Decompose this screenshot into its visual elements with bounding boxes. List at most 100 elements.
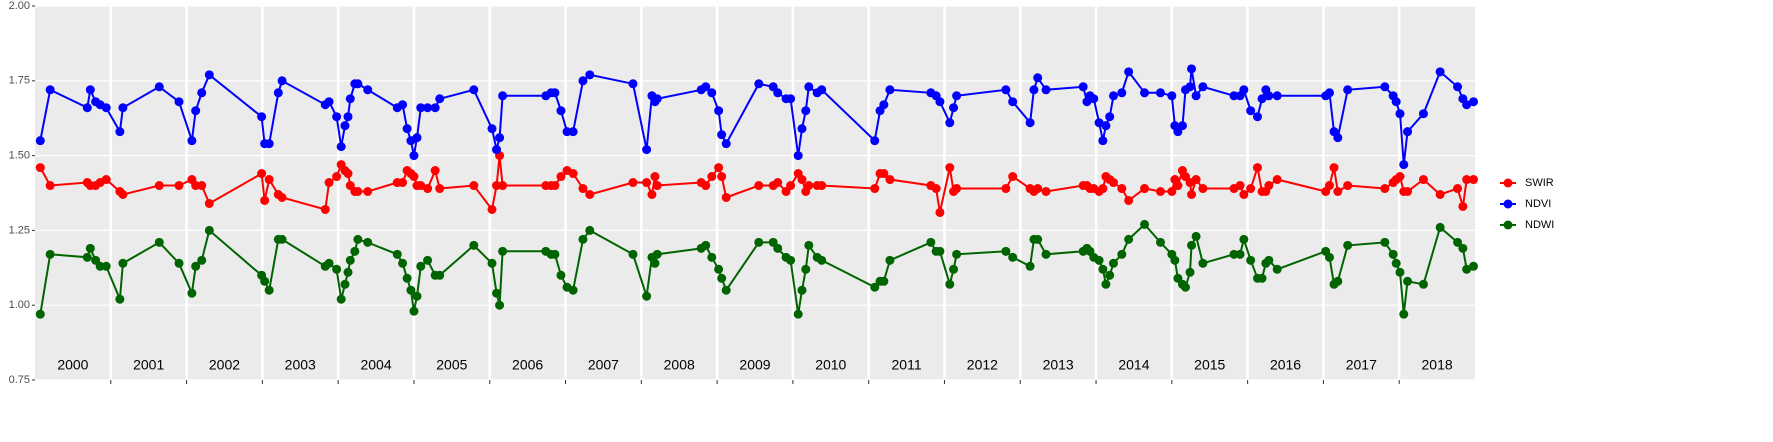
y-tick-label: 1.50	[9, 150, 30, 162]
point	[1388, 249, 1398, 259]
point	[1343, 240, 1353, 250]
point	[707, 88, 717, 98]
point	[1001, 85, 1011, 95]
point	[423, 255, 433, 265]
y-tick-label: 1.75	[9, 75, 30, 87]
point	[115, 294, 125, 304]
point	[492, 145, 502, 155]
point	[343, 112, 353, 122]
year-label: 2006	[512, 357, 543, 373]
point	[345, 94, 355, 104]
point	[174, 181, 184, 191]
point	[550, 181, 560, 191]
point	[1391, 258, 1401, 268]
point	[926, 237, 936, 247]
point	[652, 249, 662, 259]
point	[353, 234, 363, 244]
point	[1418, 175, 1428, 185]
point	[363, 187, 373, 197]
point	[1108, 258, 1118, 268]
year-label: 2010	[815, 357, 846, 373]
y-tick-label: 1.25	[9, 224, 30, 236]
point	[801, 106, 811, 116]
year-label: 2001	[133, 357, 164, 373]
point	[773, 178, 783, 188]
point	[870, 136, 880, 146]
point	[82, 252, 92, 262]
point	[721, 285, 731, 295]
point	[1462, 175, 1472, 185]
point	[273, 88, 283, 98]
point	[1435, 189, 1445, 199]
point	[945, 118, 955, 128]
point	[1198, 258, 1208, 268]
point	[435, 184, 445, 194]
point	[935, 207, 945, 217]
point	[406, 285, 416, 295]
year-label: 2008	[664, 357, 695, 373]
point	[1124, 234, 1134, 244]
point	[191, 261, 201, 271]
point	[1177, 121, 1187, 131]
point	[353, 187, 363, 197]
point	[1191, 91, 1201, 101]
point	[204, 198, 214, 208]
point	[1468, 97, 1478, 107]
point	[336, 294, 346, 304]
point	[1239, 85, 1249, 95]
point	[1403, 276, 1413, 286]
point	[1033, 184, 1043, 194]
year-label: 2003	[285, 357, 316, 373]
point	[628, 249, 638, 259]
point	[801, 264, 811, 274]
point	[556, 172, 566, 182]
point	[1105, 270, 1115, 280]
point	[1329, 163, 1339, 173]
point	[118, 258, 128, 268]
point	[647, 189, 657, 199]
point	[1264, 181, 1274, 191]
point	[423, 184, 433, 194]
point	[1041, 85, 1051, 95]
point	[642, 145, 652, 155]
point	[324, 258, 334, 268]
point	[1140, 184, 1150, 194]
point	[412, 133, 422, 143]
point	[1001, 246, 1011, 256]
point	[1324, 252, 1334, 262]
point	[1124, 67, 1134, 77]
year-label: 2014	[1118, 357, 1149, 373]
point	[187, 136, 197, 146]
point	[556, 106, 566, 116]
legend-marker	[1503, 199, 1513, 209]
point	[469, 181, 479, 191]
point	[1101, 279, 1111, 289]
point	[320, 204, 330, 214]
point	[197, 181, 207, 191]
point	[1124, 195, 1134, 205]
legend-marker	[1503, 178, 1513, 188]
point	[578, 76, 588, 86]
point	[817, 255, 827, 265]
point	[585, 70, 595, 80]
point	[773, 243, 783, 253]
point	[336, 142, 346, 152]
point	[1395, 109, 1405, 119]
point	[650, 258, 660, 268]
point	[1399, 309, 1409, 319]
point	[1264, 255, 1274, 265]
point	[1041, 187, 1051, 197]
point	[430, 166, 440, 176]
point	[1264, 91, 1274, 101]
point	[1272, 175, 1282, 185]
point	[1105, 112, 1115, 122]
point	[423, 103, 433, 113]
point	[1324, 88, 1334, 98]
point	[870, 184, 880, 194]
point	[398, 100, 408, 110]
point	[885, 85, 895, 95]
point	[416, 181, 426, 191]
point	[786, 94, 796, 104]
point	[343, 267, 353, 277]
